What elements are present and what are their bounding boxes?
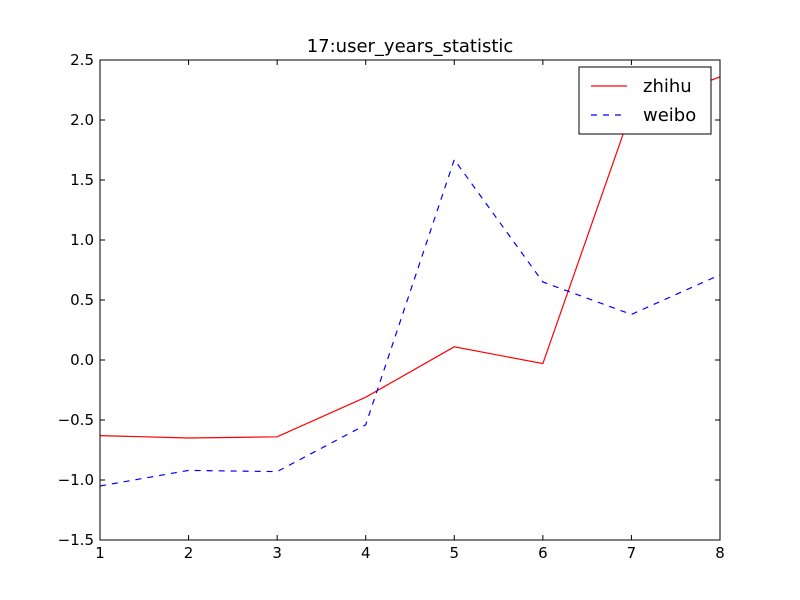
legend-label-weibo: weibo [643, 105, 696, 126]
x-tick-label: 6 [538, 544, 548, 562]
series-line-zhihu [100, 76, 720, 439]
y-tick-label: 2.5 [70, 51, 94, 69]
y-tick-label: −0.5 [58, 411, 94, 429]
x-tick-label: 2 [184, 544, 194, 562]
y-tick-label: 0.5 [70, 291, 94, 309]
x-tick-label: 4 [361, 544, 371, 562]
legend-box [578, 66, 712, 135]
x-tick-label: 3 [272, 544, 282, 562]
series-layer [100, 76, 720, 487]
series-line-weibo [100, 158, 720, 487]
x-tick-label: 1 [95, 544, 105, 562]
legend-label-zhihu: zhihu [643, 76, 692, 97]
x-tick-label: 7 [627, 544, 637, 562]
y-tick-label: 0.0 [70, 351, 94, 369]
legend: zhihu weibo [578, 66, 712, 135]
y-tick-label: −1.0 [58, 471, 94, 489]
y-tick-label: 1.5 [70, 171, 94, 189]
y-tick-label: −1.5 [58, 531, 94, 549]
y-tick-label: 1.0 [70, 231, 94, 249]
x-tick-label: 5 [450, 544, 460, 562]
chart-title: 17:user_years_statistic [307, 36, 514, 57]
axes-layer: 1 2 3 4 5 6 7 8 −1.5 −1.0 −0.5 0.0 0.5 1.0 1.5 2.0 2.5 [58, 51, 725, 562]
y-tick-label: 2.0 [70, 111, 94, 129]
x-tick-label: 8 [715, 544, 725, 562]
